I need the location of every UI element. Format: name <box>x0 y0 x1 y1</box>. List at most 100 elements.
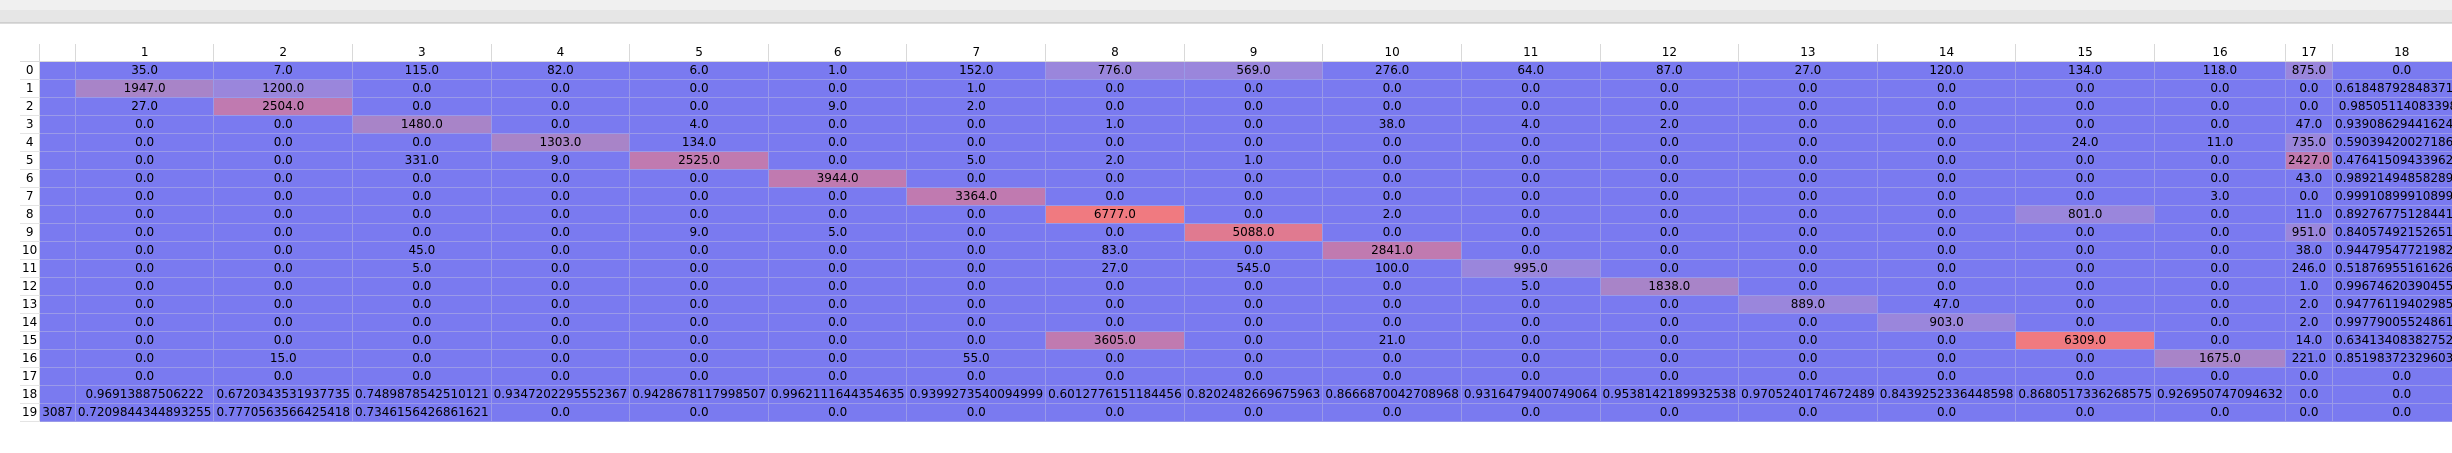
table-cell[interactable]: 3944.0 <box>768 169 908 188</box>
row-header[interactable]: 14 <box>20 313 41 332</box>
table-cell[interactable]: 0.0 <box>1045 97 1185 116</box>
table-cell[interactable]: 3364.0 <box>906 187 1047 206</box>
table-cell[interactable]: 0.0 <box>1184 169 1324 188</box>
data-grid[interactable]: 1 2 3 4 5 6 7 8 9 10 11 12 13 14 15 16 17 18 0 35.0 7.0 115.… <box>20 44 2452 422</box>
table-cell[interactable]: 0.0 <box>213 295 354 314</box>
table-cell[interactable]: 0.0 <box>1738 133 1878 152</box>
table-cell[interactable] <box>39 385 76 404</box>
table-cell[interactable]: 0.0 <box>906 205 1047 224</box>
table-cell[interactable]: 0.0 <box>2332 367 2452 386</box>
table-cell[interactable]: 0.5903942002718623 <box>2332 133 2452 152</box>
table-cell[interactable]: 0.0 <box>768 133 908 152</box>
table-cell[interactable]: 0.0 <box>1738 367 1878 386</box>
table-cell[interactable] <box>39 223 76 242</box>
table-cell[interactable]: 0.0 <box>491 367 631 386</box>
table-cell[interactable]: 0.0 <box>1600 367 1740 386</box>
table-cell[interactable]: 0.0 <box>2015 349 2155 368</box>
column-header[interactable]: 10 <box>1322 44 1462 62</box>
table-cell[interactable]: 0.0 <box>768 241 908 260</box>
table-cell[interactable]: 0.8405749215265158 <box>2332 223 2452 242</box>
table-cell[interactable]: 3.0 <box>2154 187 2286 206</box>
table-cell[interactable]: 0.0 <box>75 277 215 296</box>
table-cell[interactable]: 0.0 <box>2015 169 2155 188</box>
table-cell[interactable]: 134.0 <box>629 133 769 152</box>
table-cell[interactable]: 0.0 <box>352 313 492 332</box>
table-cell[interactable]: 47.0 <box>1877 295 2017 314</box>
table-cell[interactable]: 0.9399273540094999 <box>906 385 1047 404</box>
table-cell[interactable]: 0.0 <box>2015 295 2155 314</box>
table-cell[interactable]: 951.0 <box>2285 223 2333 242</box>
table-cell[interactable]: 0.96913887506222 <box>75 385 215 404</box>
table-cell[interactable]: 0.0 <box>213 169 354 188</box>
table-cell[interactable]: 0.0 <box>2015 403 2155 422</box>
table-cell[interactable]: 0.9892149485828944 <box>2332 169 2452 188</box>
table-cell[interactable]: 27.0 <box>1738 61 1878 80</box>
table-cell[interactable] <box>39 295 76 314</box>
table-cell[interactable]: 0.0 <box>629 187 769 206</box>
table-cell[interactable] <box>39 313 76 332</box>
table-cell[interactable]: 1200.0 <box>213 79 354 98</box>
table-cell[interactable]: 0.6012776151184456 <box>1045 385 1185 404</box>
table-cell[interactable]: 0.0 <box>1322 313 1462 332</box>
table-cell[interactable]: 0.0 <box>2285 79 2333 98</box>
table-cell[interactable]: 0.6720343531937735 <box>213 385 354 404</box>
table-cell[interactable]: 776.0 <box>1045 61 1185 80</box>
table-cell[interactable]: 0.0 <box>1322 97 1462 116</box>
table-cell[interactable]: 2.0 <box>906 97 1047 116</box>
table-cell[interactable]: 0.0 <box>629 241 769 260</box>
table-cell[interactable]: 1.0 <box>1184 151 1324 170</box>
table-cell[interactable]: 9.0 <box>629 223 769 242</box>
column-header[interactable]: 18 <box>2332 44 2452 62</box>
row-header[interactable]: 12 <box>20 277 41 296</box>
table-cell[interactable]: 0.0 <box>1600 169 1740 188</box>
table-cell[interactable]: 0.0 <box>906 259 1047 278</box>
table-cell[interactable]: 1.0 <box>906 79 1047 98</box>
table-cell[interactable]: 0.0 <box>491 187 631 206</box>
table-cell[interactable]: 0.0 <box>2154 241 2286 260</box>
table-cell[interactable]: 0.0 <box>906 169 1047 188</box>
table-cell[interactable]: 134.0 <box>2015 61 2155 80</box>
table-cell[interactable]: 0.0 <box>629 295 769 314</box>
table-cell[interactable]: 735.0 <box>2285 133 2333 152</box>
table-cell[interactable] <box>39 133 76 152</box>
table-cell[interactable]: 0.0 <box>491 115 631 134</box>
table-cell[interactable]: 875.0 <box>2285 61 2333 80</box>
table-cell[interactable]: 83.0 <box>1045 241 1185 260</box>
table-cell[interactable]: 0.0 <box>1461 97 1601 116</box>
table-cell[interactable]: 0.0 <box>1877 151 2017 170</box>
table-cell[interactable]: 0.0 <box>1600 313 1740 332</box>
table-cell[interactable]: 0.8680517336268575 <box>2015 385 2155 404</box>
table-cell[interactable]: 0.0 <box>768 367 908 386</box>
table-cell[interactable]: 0.0 <box>768 79 908 98</box>
table-cell[interactable]: 0.0 <box>1738 349 1878 368</box>
table-cell[interactable]: 0.0 <box>1877 115 2017 134</box>
table-cell[interactable]: 0.0 <box>1184 349 1324 368</box>
table-cell[interactable]: 0.0 <box>906 241 1047 260</box>
table-cell[interactable]: 0.0 <box>1738 241 1878 260</box>
table-cell[interactable]: 801.0 <box>2015 205 2155 224</box>
table-cell[interactable]: 0.0 <box>1877 403 2017 422</box>
table-cell[interactable]: 38.0 <box>1322 115 1462 134</box>
table-cell[interactable]: 1480.0 <box>352 115 492 134</box>
table-cell[interactable]: 0.0 <box>1877 367 2017 386</box>
table-cell[interactable]: 6309.0 <box>2015 331 2155 350</box>
table-cell[interactable]: 3087 <box>39 403 76 422</box>
table-cell[interactable]: 0.0 <box>213 259 354 278</box>
table-cell[interactable]: 0.0 <box>213 223 354 242</box>
table-cell[interactable]: 0.0 <box>906 367 1047 386</box>
table-cell[interactable]: 0.0 <box>491 97 631 116</box>
table-cell[interactable]: 0.0 <box>1738 115 1878 134</box>
table-cell[interactable]: 0.0 <box>1877 349 2017 368</box>
table-cell[interactable]: 0.8439252336448598 <box>1877 385 2017 404</box>
row-header[interactable]: 10 <box>20 241 41 260</box>
table-cell[interactable]: 0.0 <box>1738 169 1878 188</box>
table-cell[interactable]: 0.0 <box>629 205 769 224</box>
table-cell[interactable]: 0.0 <box>1045 133 1185 152</box>
table-cell[interactable]: 0.0 <box>906 277 1047 296</box>
table-cell[interactable]: 0.0 <box>75 133 215 152</box>
column-header[interactable]: 11 <box>1461 44 1601 62</box>
table-cell[interactable]: 2525.0 <box>629 151 769 170</box>
table-cell[interactable]: 0.0 <box>491 79 631 98</box>
table-cell[interactable]: 0.0 <box>1738 313 1878 332</box>
table-cell[interactable]: 2841.0 <box>1322 241 1462 260</box>
